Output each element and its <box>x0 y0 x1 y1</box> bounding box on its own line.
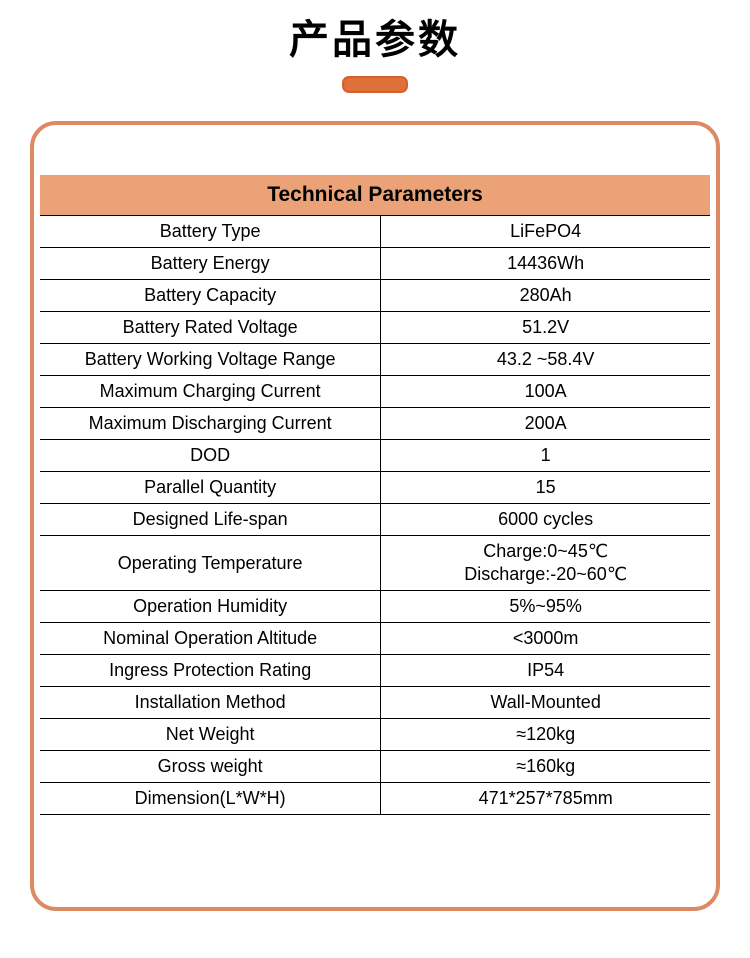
param-label: Battery Rated Voltage <box>40 311 381 344</box>
table-row: Battery Rated Voltage 51.2V <box>40 311 710 344</box>
spec-table-body: Battery Type LiFePO4 Battery Energy 14436Wh… <box>40 215 710 815</box>
table-row: Battery Energy 14436Wh <box>40 247 710 280</box>
param-value: LiFePO4 <box>380 215 710 248</box>
table-title: Technical Parameters <box>40 175 710 215</box>
param-label: Battery Working Voltage Range <box>40 343 381 376</box>
spec-card: Technical Parameters Battery Type LiFePO4… <box>30 121 720 911</box>
table-wrap: Technical Parameters Battery Type LiFePO4… <box>40 175 710 815</box>
param-value: 5%~95% <box>380 590 710 623</box>
table-row: Battery Capacity 280Ah <box>40 279 710 312</box>
param-label: DOD <box>40 439 381 472</box>
table-row: Maximum Discharging Current 200A <box>40 407 710 440</box>
param-label: Gross weight <box>40 750 381 783</box>
table-row: Operation Humidity 5%~95% <box>40 590 710 623</box>
param-label: Battery Energy <box>40 247 381 280</box>
param-label: Operation Humidity <box>40 590 381 623</box>
param-value: 200A <box>380 407 710 440</box>
param-value: 1 <box>380 439 710 472</box>
table-row: Maximum Charging Current 100A <box>40 375 710 408</box>
param-value: 43.2 ~58.4V <box>380 343 710 376</box>
page-header: 产品参数 <box>0 0 750 93</box>
spec-table: Battery Type LiFePO4 Battery Energy 14436Wh… <box>40 215 710 815</box>
param-label: Net Weight <box>40 718 381 751</box>
param-value: ≈120kg <box>380 718 710 751</box>
table-row: DOD 1 <box>40 439 710 472</box>
param-label: Operating Temperature <box>40 535 381 591</box>
table-row: Battery Type LiFePO4 <box>40 215 710 248</box>
title-underline-decoration <box>342 76 408 93</box>
param-value: 100A <box>380 375 710 408</box>
param-value: 471*257*785mm <box>380 782 710 815</box>
table-row: Net Weight ≈120kg <box>40 718 710 751</box>
param-label: Maximum Discharging Current <box>40 407 381 440</box>
param-label: Maximum Charging Current <box>40 375 381 408</box>
param-value: 280Ah <box>380 279 710 312</box>
table-row: Gross weight ≈160kg <box>40 750 710 783</box>
param-value: ≈160kg <box>380 750 710 783</box>
table-row: Parallel Quantity 15 <box>40 471 710 504</box>
table-row: Ingress Protection Rating IP54 <box>40 654 710 687</box>
param-label: Nominal Operation Altitude <box>40 622 381 655</box>
param-label: Parallel Quantity <box>40 471 381 504</box>
param-label: Installation Method <box>40 686 381 719</box>
param-label: Designed Life-span <box>40 503 381 536</box>
param-value: 14436Wh <box>380 247 710 280</box>
table-row: Dimension(L*W*H) 471*257*785mm <box>40 782 710 815</box>
param-label: Battery Type <box>40 215 381 248</box>
table-row: Installation Method Wall-Mounted <box>40 686 710 719</box>
table-row: Nominal Operation Altitude <3000m <box>40 622 710 655</box>
param-label: Ingress Protection Rating <box>40 654 381 687</box>
param-value: 6000 cycles <box>380 503 710 536</box>
param-value: 51.2V <box>380 311 710 344</box>
param-value: 15 <box>380 471 710 504</box>
param-value: IP54 <box>380 654 710 687</box>
param-label: Dimension(L*W*H) <box>40 782 381 815</box>
table-row: Battery Working Voltage Range 43.2 ~58.4V <box>40 343 710 376</box>
table-row: Designed Life-span 6000 cycles <box>40 503 710 536</box>
table-row: Operating Temperature Charge:0~45℃ Discha… <box>40 535 710 591</box>
param-value: Charge:0~45℃ Discharge:-20~60℃ <box>380 535 710 591</box>
param-label: Battery Capacity <box>40 279 381 312</box>
page-title: 产品参数 <box>289 18 461 62</box>
param-value: <3000m <box>380 622 710 655</box>
param-value: Wall-Mounted <box>380 686 710 719</box>
